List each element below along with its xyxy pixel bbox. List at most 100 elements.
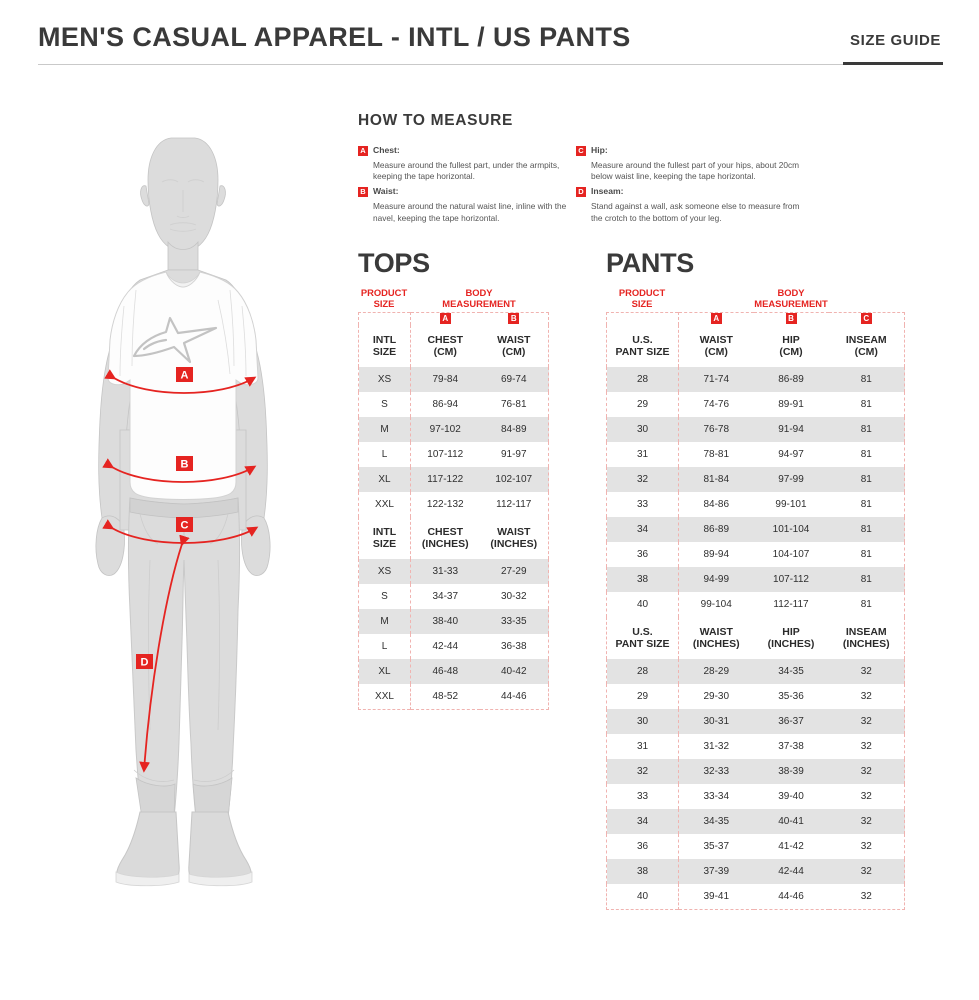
measurement-cell: 37-39 [678, 858, 754, 884]
tops-size-table-section: TOPS PRODUCT SIZE BODY MEASUREMENT A B INTL S… [358, 248, 549, 710]
measurement-cell: 41-42 [778, 840, 804, 852]
tops-header-row-inches: INTL SIZE CHEST (INCHES) WAIST (INCHES) [358, 516, 549, 559]
measurement-cell: 81 [828, 466, 905, 492]
svg-text:C: C [181, 520, 189, 532]
size-cell: 31 [606, 733, 679, 759]
measure-label-hip: Hip: [591, 145, 608, 155]
how-to-measure-column-right: C Hip: Measure around the fullest part o… [576, 145, 808, 224]
table-row: 33 33-34 39-40 32 [606, 783, 905, 809]
measurement-cell: 44-46 [778, 890, 804, 902]
measurement-cell: 86-89 [678, 516, 754, 542]
measure-entry-chest: A Chest: [358, 145, 576, 156]
shoes-graphic [116, 811, 252, 886]
column-header-waist: WAIST (CM) [479, 324, 549, 367]
table-row: 32 81-84 97-99 81 [606, 466, 905, 492]
table-row: 38 37-39 42-44 32 [606, 858, 905, 884]
size-cell: 32 [606, 758, 679, 784]
measurement-cell: 104-107 [772, 548, 810, 560]
measure-entry-inseam: D Inseam: [576, 186, 808, 198]
size-cell: 34 [606, 516, 679, 542]
measurement-cell: 32 [860, 890, 872, 902]
table-row: XXL 48-52 44-46 [358, 683, 549, 709]
column-badge-empty [606, 312, 679, 325]
badge-d-icon: D [576, 187, 586, 198]
tops-table: A B INTL SIZE CHEST (CM) WAIST (CM) XS 79-84 69-74… [358, 312, 549, 710]
how-to-measure-section: HOW TO MEASURE A Chest: Measure around t… [358, 112, 808, 224]
measurement-cell: 27-29 [479, 558, 549, 584]
table-row: 28 28-29 34-35 32 [606, 658, 905, 684]
column-header-hip: HIP (INCHES) [753, 616, 829, 659]
measurement-cell: 91-94 [753, 416, 829, 442]
table-row: 36 35-37 41-42 32 [606, 833, 905, 859]
column-header-waist: WAIST (INCHES) [678, 616, 754, 659]
size-cell: M [358, 416, 411, 442]
measurement-cell: 107-112 [753, 566, 829, 592]
measurement-cell: 81-84 [678, 466, 754, 492]
table-row: S 86-94 76-81 [358, 391, 549, 417]
size-cell: 38 [606, 566, 679, 592]
measure-label-waist: Waist: [373, 186, 399, 197]
size-cell: M [358, 608, 411, 634]
pants-group-headers: PRODUCT SIZE BODY MEASUREMENT [606, 287, 904, 309]
column-header-intl: INTL SIZE [358, 324, 411, 367]
size-cell: 33 [606, 491, 679, 517]
measurement-cell: 101-104 [753, 516, 829, 542]
column-badge-c-icon: C [828, 312, 905, 325]
size-cell: XS [358, 366, 411, 392]
measurement-cell: 35-37 [703, 840, 730, 852]
measurement-cell: 81 [860, 448, 872, 460]
svg-text:D: D [141, 657, 149, 669]
column-header-chest: CHEST (INCHES) [410, 516, 480, 559]
measurement-cell: 99-101 [775, 498, 807, 510]
table-row: M 38-40 33-35 [358, 608, 549, 634]
column-badge-a-icon: A [410, 312, 480, 325]
table-row: 30 76-78 91-94 81 [606, 416, 905, 442]
measurement-cell: 42-44 [753, 858, 829, 884]
size-cell: 40 [606, 591, 679, 617]
column-header-waist: WAIST (CM) [678, 324, 754, 367]
table-row: 38 94-99 107-112 81 [606, 566, 905, 592]
measurement-cell: 71-74 [678, 366, 754, 392]
tops-product-size-header: PRODUCT SIZE [360, 287, 408, 309]
size-cell: 30 [606, 708, 679, 734]
table-row: 36 89-94 104-107 81 [606, 541, 905, 567]
size-cell: 30 [606, 416, 679, 442]
measurement-cell: 97-99 [753, 466, 829, 492]
measurement-cell: 28-29 [678, 658, 754, 684]
measurement-cell: 81 [860, 598, 872, 610]
measurement-cell: 34-35 [678, 808, 754, 834]
badge-b-icon: B [358, 187, 368, 198]
measurement-cell: 81 [828, 416, 905, 442]
pants-title: PANTS [606, 248, 695, 278]
measurement-cell: 40-41 [753, 808, 829, 834]
measurement-cell: 81 [860, 548, 872, 560]
measurement-cell: 99-104 [700, 598, 732, 610]
pants-size-table-section: PANTS PRODUCT SIZE BODY MEASUREMENT A B C U.S… [606, 248, 905, 910]
size-cell: 33 [606, 783, 679, 809]
size-cell: XXL [358, 491, 411, 517]
measurement-cell: 33-34 [703, 790, 730, 802]
table-row: M 97-102 84-89 [358, 416, 549, 442]
column-header-u-s-: U.S. PANT SIZE [606, 324, 679, 367]
table-row: L 42-44 36-38 [358, 633, 549, 659]
size-cell: 38 [606, 858, 679, 884]
size-cell: L [358, 441, 411, 467]
measurement-cell: 69-74 [479, 366, 549, 392]
measurement-cell: 48-52 [432, 690, 459, 702]
table-row: XL 117-122 102-107 [358, 466, 549, 492]
table-row: 28 71-74 86-89 81 [606, 366, 905, 392]
mannequin-figure: A B C D [78, 130, 348, 890]
badge-c-icon: C [576, 146, 586, 156]
measurement-cell: 42-44 [432, 640, 459, 652]
size-cell: 36 [606, 833, 679, 859]
measurement-cell: 33-35 [479, 608, 549, 634]
column-header-inseam: INSEAM (CM) [828, 324, 905, 367]
size-cell: 32 [606, 466, 679, 492]
measurement-cell: 94-97 [778, 448, 804, 460]
measurement-cell: 39-40 [778, 790, 804, 802]
how-to-measure-title: HOW TO MEASURE [358, 112, 514, 129]
size-guide-label: SIZE GUIDE [849, 32, 941, 49]
table-row: 30 30-31 36-37 32 [606, 708, 905, 734]
measure-text-inseam: Stand against a wall, ask someone else t… [591, 201, 800, 223]
size-guide-underline [843, 62, 943, 65]
